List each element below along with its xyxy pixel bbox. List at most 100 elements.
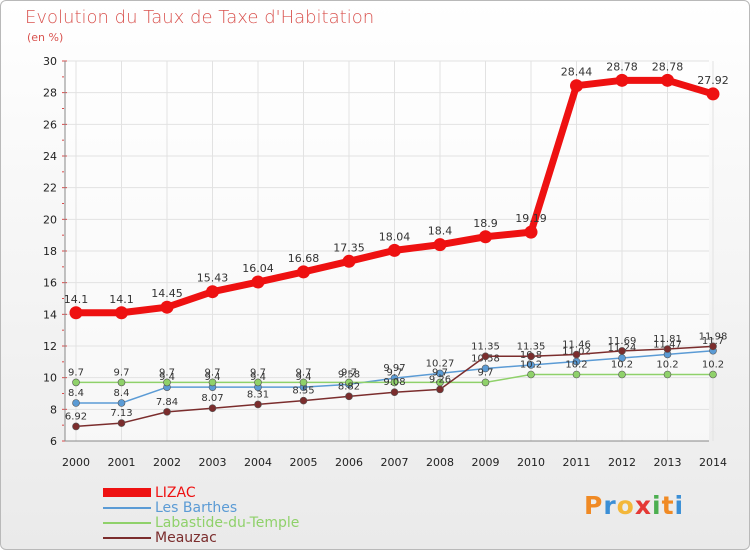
data-point bbox=[299, 396, 308, 405]
y-tick-label: 30 bbox=[43, 55, 57, 68]
data-point bbox=[481, 364, 490, 373]
data-label: 27.92 bbox=[697, 74, 729, 87]
data-point bbox=[572, 350, 581, 359]
data-label: 14.45 bbox=[151, 287, 183, 300]
y-tick-label: 26 bbox=[43, 118, 57, 131]
legend-label: Labastide-du-Temple bbox=[155, 514, 300, 531]
y-tick-label: 22 bbox=[43, 182, 57, 195]
data-point bbox=[160, 300, 174, 314]
data-point bbox=[524, 225, 538, 239]
x-tick-label: 2011 bbox=[563, 456, 591, 469]
y-tick-label: 10 bbox=[43, 372, 57, 385]
chart-title: Evolution du Taux de Taxe d'Habitation bbox=[25, 7, 375, 28]
data-label: 11.69 bbox=[608, 336, 637, 347]
data-point bbox=[663, 345, 672, 353]
data-label: 6.92 bbox=[65, 411, 87, 422]
data-point bbox=[72, 422, 80, 431]
data-point bbox=[206, 285, 219, 299]
data-label: 9.7 bbox=[68, 367, 84, 378]
data-point bbox=[117, 399, 126, 407]
data-point bbox=[709, 370, 717, 379]
data-label: 9.7 bbox=[114, 367, 130, 378]
data-point bbox=[208, 378, 217, 387]
data-point bbox=[527, 370, 535, 379]
data-label: 10.27 bbox=[426, 358, 455, 369]
y-tick-label: 8 bbox=[50, 403, 57, 416]
data-point bbox=[709, 342, 717, 351]
x-tick-label: 2006 bbox=[335, 456, 363, 469]
data-label: 9.7 bbox=[205, 367, 221, 378]
data-label: 18.9 bbox=[473, 217, 498, 230]
data-point bbox=[163, 378, 171, 387]
data-point bbox=[661, 73, 674, 87]
chart-subtitle: (en %) bbox=[27, 31, 64, 44]
logo-letter: o bbox=[616, 491, 635, 520]
data-point bbox=[345, 392, 353, 401]
data-point bbox=[479, 230, 492, 244]
x-tick-label: 2004 bbox=[244, 456, 272, 469]
data-label: 9.7 bbox=[432, 367, 448, 378]
data-label: 9.08 bbox=[383, 377, 405, 388]
data-label: 9.7 bbox=[250, 367, 266, 378]
x-tick-label: 2009 bbox=[472, 456, 500, 469]
x-tick-label: 2013 bbox=[654, 456, 682, 469]
data-label: 9.7 bbox=[341, 367, 357, 378]
data-label: 14.1 bbox=[64, 293, 89, 306]
legend-swatch bbox=[103, 521, 151, 524]
data-label: 9.58 bbox=[338, 369, 360, 380]
legend-item: Les Barthes bbox=[103, 500, 299, 516]
legend-swatch bbox=[103, 536, 151, 539]
logo-letter: i bbox=[674, 491, 685, 520]
data-label: 18.04 bbox=[379, 230, 411, 243]
data-label: 11.46 bbox=[562, 340, 591, 351]
legend-item: Labastide-du-Temple bbox=[103, 514, 300, 531]
data-label: 8.4 bbox=[68, 388, 84, 399]
data-point bbox=[342, 254, 356, 268]
y-tick-label: 12 bbox=[43, 340, 57, 353]
data-point bbox=[390, 378, 399, 387]
data-label: 9.97 bbox=[383, 363, 405, 374]
data-label: 14.1 bbox=[109, 293, 134, 306]
data-label: 15.43 bbox=[197, 272, 229, 285]
x-tick-label: 2012 bbox=[608, 456, 636, 469]
legend-label: LIZAC bbox=[155, 484, 196, 501]
data-label: 11.81 bbox=[653, 334, 682, 345]
data-label: 10.2 bbox=[565, 360, 587, 371]
legend: LIZAC Les Barthes Labastide-du-Temple Meauz… bbox=[103, 484, 300, 546]
y-tick-label: 18 bbox=[43, 245, 57, 258]
x-tick-label: 2003 bbox=[199, 456, 227, 469]
data-point bbox=[208, 404, 217, 413]
data-label: 10.2 bbox=[611, 360, 633, 371]
y-tick-label: 6 bbox=[50, 435, 57, 448]
data-point bbox=[481, 378, 490, 387]
data-label: 8.82 bbox=[338, 381, 360, 392]
data-point bbox=[433, 238, 447, 252]
data-label: 8.55 bbox=[292, 386, 314, 397]
x-tick-label: 2000 bbox=[62, 456, 90, 469]
data-point bbox=[251, 275, 265, 289]
data-point bbox=[117, 419, 126, 427]
proxiti-logo: Proxiti bbox=[584, 491, 684, 520]
data-point bbox=[388, 243, 401, 257]
data-label: 11.47 bbox=[653, 339, 682, 350]
data-point bbox=[615, 73, 629, 87]
data-point bbox=[115, 306, 128, 320]
data-label: 8.07 bbox=[201, 393, 223, 404]
data-label: 9.4 bbox=[159, 372, 175, 383]
data-point bbox=[299, 378, 308, 387]
data-label: 9.4 bbox=[296, 372, 312, 383]
y-tick-label: 20 bbox=[43, 213, 57, 226]
data-label: 10.2 bbox=[520, 360, 542, 371]
x-tick-label: 2014 bbox=[699, 456, 727, 469]
data-label: 9.7 bbox=[387, 367, 403, 378]
legend-swatch bbox=[103, 506, 151, 509]
data-point bbox=[663, 370, 672, 379]
data-point bbox=[72, 399, 80, 407]
data-point bbox=[69, 306, 83, 320]
legend-label: Meauzac bbox=[155, 529, 217, 546]
y-tick-label: 16 bbox=[43, 277, 57, 290]
logo-letter: i bbox=[652, 491, 662, 520]
data-label: 18.4 bbox=[428, 225, 453, 238]
data-point bbox=[345, 378, 353, 387]
